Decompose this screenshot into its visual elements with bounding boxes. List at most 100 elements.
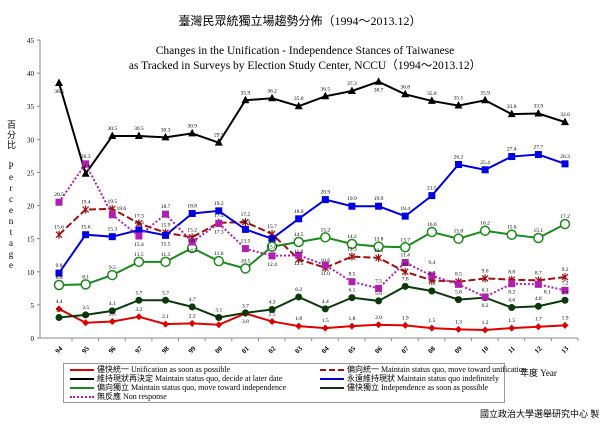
- data-label: 9.0: [482, 268, 489, 274]
- data-label: 11.4: [400, 253, 410, 259]
- legend-label: 偏向統一 Maintain status quo, move toward un…: [347, 365, 527, 374]
- legend-swatch: [70, 365, 94, 374]
- data-label: 21.5: [427, 186, 437, 192]
- data-point: [293, 236, 304, 248]
- data-label: 8.5: [455, 272, 462, 278]
- data-label: 13.5: [241, 239, 251, 245]
- data-point: [348, 252, 356, 261]
- data-point: [348, 294, 356, 302]
- data-point: [188, 238, 196, 246]
- data-label: 13.7: [400, 237, 410, 243]
- data-point: [82, 311, 90, 319]
- x-tick-label: 99: [187, 344, 198, 355]
- data-point: [241, 218, 249, 227]
- data-label: 8.5: [349, 272, 356, 278]
- data-point: [134, 131, 143, 140]
- data-label: 19.9: [374, 196, 384, 202]
- data-point: [481, 274, 489, 283]
- data-label: 16.0: [427, 222, 437, 228]
- data-point: [162, 320, 170, 328]
- data-label: 17.3: [134, 213, 144, 219]
- data-point: [82, 319, 90, 327]
- data-label: 3.5: [82, 305, 89, 311]
- data-label: 16.2: [480, 221, 490, 227]
- data-label: 9.2: [562, 267, 569, 273]
- data-point: [81, 169, 90, 177]
- data-label: 10.0: [400, 262, 410, 268]
- series-2: [55, 77, 569, 177]
- y-tick-label: 40: [27, 70, 35, 78]
- data-label: 4.4: [56, 299, 63, 305]
- data-label: 1.2: [482, 320, 489, 326]
- data-point: [162, 296, 170, 304]
- series-1: [55, 204, 569, 286]
- data-point: [561, 273, 569, 282]
- data-point: [534, 323, 542, 331]
- data-point: [215, 313, 223, 321]
- data-point: [348, 278, 356, 286]
- data-label: 5.7: [135, 290, 142, 296]
- data-point: [401, 212, 409, 220]
- credit: 國立政治大學選舉研究中心 製: [480, 409, 600, 419]
- data-point: [215, 219, 223, 227]
- x-tick-label: 96: [107, 344, 118, 355]
- data-point: [82, 160, 90, 168]
- data-point: [561, 296, 569, 304]
- data-label: 15.2: [187, 227, 197, 233]
- x-tick-label: 11: [507, 344, 518, 355]
- data-label: 6.2: [295, 287, 302, 293]
- data-point: [241, 95, 250, 104]
- data-point: [321, 324, 329, 332]
- data-point: [108, 131, 117, 140]
- data-label: 26.3: [81, 154, 91, 160]
- data-point: [188, 128, 197, 137]
- data-point: [268, 317, 276, 325]
- data-label: 8.0: [56, 275, 63, 281]
- data-point: [241, 245, 249, 253]
- legend-label: 偏向獨立 Maintain status quo, move toward in…: [97, 383, 287, 392]
- data-label: 6.1: [482, 288, 489, 294]
- data-label: 11.0: [321, 271, 331, 277]
- data-label: 1.5: [322, 318, 329, 324]
- data-point: [241, 225, 249, 233]
- y-tick-label: 15: [27, 236, 35, 244]
- legend-label: 維持現狀再決定 Maintain status quo, decide at l…: [97, 374, 283, 383]
- data-point: [295, 251, 303, 259]
- x-tick-label: 00: [213, 344, 224, 355]
- data-label: 1.8: [349, 316, 356, 322]
- data-point: [241, 309, 249, 317]
- x-tick-label: 10: [480, 344, 491, 355]
- data-point: [135, 313, 143, 321]
- data-point: [506, 229, 517, 240]
- data-label: 8.2: [508, 290, 515, 296]
- legend-label: 儘快統一 Unification as soon as possible: [97, 365, 231, 374]
- data-label: 2.1: [162, 314, 169, 320]
- data-point: [508, 324, 516, 332]
- data-label: 15.6: [507, 225, 517, 231]
- y-tick-label: 30: [27, 136, 35, 144]
- data-point: [401, 259, 409, 267]
- data-point: [295, 293, 303, 301]
- data-label: 8.1: [82, 274, 89, 280]
- data-point: [268, 93, 277, 102]
- series-line: [58, 285, 566, 319]
- y-tick-label: 25: [27, 169, 35, 177]
- series-0: [55, 305, 569, 334]
- series-line: [58, 153, 566, 274]
- data-label: 1.5: [508, 318, 515, 324]
- data-label: 2.5: [269, 311, 276, 317]
- data-label: 35.8: [427, 91, 437, 97]
- data-point: [82, 231, 90, 239]
- legend-item: 維持現狀再決定 Maintain status quo, decide at l…: [70, 374, 282, 383]
- data-point: [348, 202, 356, 210]
- data-point: [508, 304, 516, 312]
- data-label: 18.8: [187, 204, 197, 210]
- data-point: [375, 321, 383, 329]
- legend-item: 無反應 Non response: [70, 392, 167, 401]
- data-point: [481, 95, 490, 104]
- data-label: 10.5: [241, 258, 251, 264]
- legend-item: 儘快統一 Unification as soon as possible: [70, 365, 230, 374]
- y-tick-label: 35: [27, 103, 35, 111]
- data-point: [561, 117, 569, 126]
- data-point: [534, 280, 542, 288]
